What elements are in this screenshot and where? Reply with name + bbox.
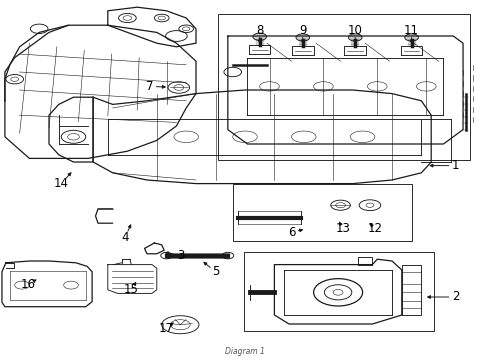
Bar: [244, 252, 434, 331]
Text: 14: 14: [54, 177, 69, 190]
Bar: [218, 14, 470, 160]
Text: 15: 15: [124, 283, 139, 296]
Text: 13: 13: [336, 222, 350, 235]
Ellipse shape: [253, 33, 267, 40]
Text: 4: 4: [121, 231, 129, 244]
Text: Diagram 1: Diagram 1: [225, 347, 265, 356]
Text: 6: 6: [288, 226, 295, 239]
Ellipse shape: [348, 34, 362, 41]
Text: 12: 12: [368, 222, 382, 235]
Text: 1: 1: [452, 159, 460, 172]
Text: 17: 17: [159, 322, 174, 335]
Text: 16: 16: [21, 278, 36, 291]
Ellipse shape: [296, 34, 310, 41]
Text: 11: 11: [404, 24, 419, 37]
Text: 5: 5: [212, 265, 220, 278]
Text: 7: 7: [146, 80, 153, 93]
Text: 3: 3: [177, 249, 185, 262]
Bar: [233, 184, 412, 241]
Text: 8: 8: [256, 24, 264, 37]
Ellipse shape: [405, 34, 418, 41]
Text: 10: 10: [348, 24, 363, 37]
Text: 2: 2: [452, 291, 460, 303]
Text: 9: 9: [299, 24, 307, 37]
